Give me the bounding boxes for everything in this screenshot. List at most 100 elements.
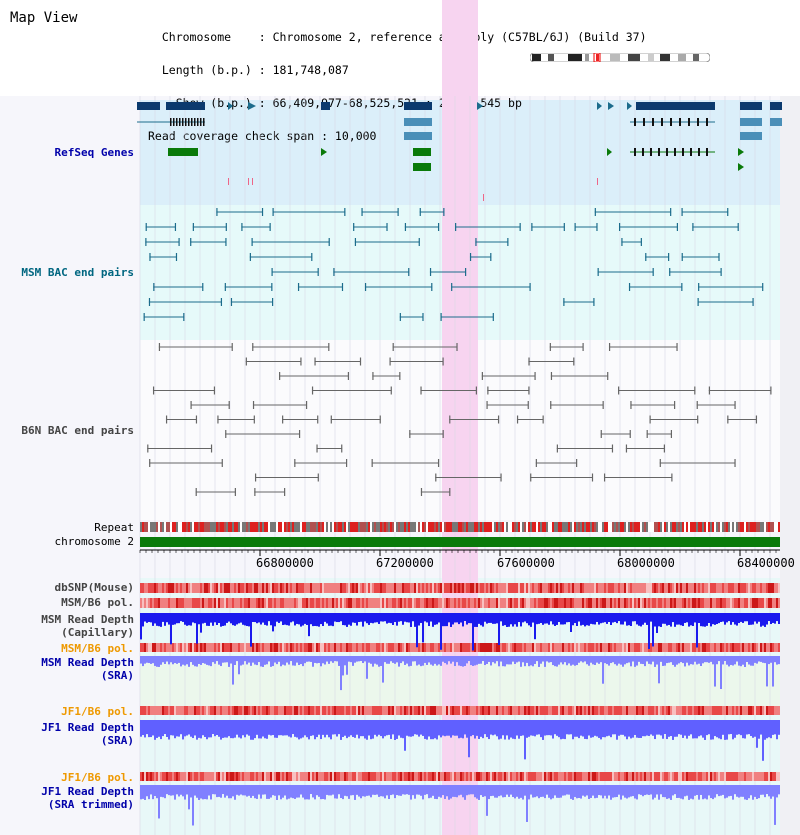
repeat-segment (654, 522, 656, 532)
polymorphism-bin (456, 583, 458, 593)
jf1-sra-depth-bin (246, 720, 248, 735)
polymorphism-bin (392, 772, 394, 781)
msm-sra-depth-bin (754, 656, 756, 663)
msm-sra-depth-bin (720, 656, 722, 689)
repeat-segment (396, 522, 398, 532)
polymorphism-bin (748, 772, 750, 781)
refseq-track-label[interactable]: RefSeq Genes (54, 146, 134, 159)
jf1-trim-depth-bin (406, 785, 408, 795)
polymorphism-bin (442, 706, 444, 715)
msm-sra-depth-bin (648, 656, 650, 664)
b6n-bac-end (576, 459, 578, 467)
polymorphism-bin (722, 772, 724, 781)
polymorphism-bin (644, 772, 646, 781)
msm-capillary-depth-bin (424, 613, 426, 622)
msm-depth-capillary-label[interactable]: MSM Read Depth (41, 613, 134, 626)
polymorphism-bin (612, 706, 614, 715)
msm-capillary-depth-bin (554, 613, 556, 626)
repeat-segment (276, 522, 278, 532)
refseq-exon (173, 118, 175, 126)
polymorphism-bin (284, 643, 286, 652)
msm-capillary-depth-bin (722, 613, 724, 622)
repeat-segment (362, 522, 364, 532)
jf1-trim-depth-bin (710, 785, 712, 799)
polymorphism-bin (642, 772, 644, 781)
polymorphism-bin (694, 706, 696, 715)
polymorphism-bin (450, 643, 452, 652)
polymorphism-bin (730, 706, 732, 715)
polymorphism-bin (432, 706, 434, 715)
polymorphism-bin (226, 706, 228, 715)
polymorphism-bin (676, 643, 678, 652)
polymorphism-bin (194, 706, 196, 715)
polymorphism-bin (588, 772, 590, 781)
jf1-trim-depth-bin (508, 785, 510, 797)
jf1-trim-depth-bin (564, 785, 566, 796)
jf1-b6-pol-label[interactable]: JF1/B6 pol. (61, 705, 134, 718)
polymorphism-bin (440, 772, 442, 781)
polymorphism-bin (286, 598, 288, 608)
repeat-segment (146, 522, 148, 532)
jf1-sra-depth-bin (484, 720, 486, 735)
polymorphism-bin (392, 706, 394, 715)
msm-capillary-depth-bin (230, 613, 232, 624)
msm-b6-pol-sra-label[interactable]: MSM/B6 pol. (61, 642, 134, 655)
msm-capillary-depth-bin (758, 613, 760, 622)
msm-capillary-depth-bin (488, 613, 490, 623)
msm-b6-pol-label[interactable]: MSM/B6 pol. (61, 596, 134, 609)
polymorphism-bin (716, 643, 718, 652)
repeat-track-label[interactable]: Repeat (94, 521, 134, 534)
polymorphism-bin (406, 643, 408, 652)
b6n-bac-end (755, 415, 758, 424)
b6n-bac-end (670, 430, 673, 438)
dbsnp-track-label[interactable]: dbSNP(Mouse) (54, 581, 134, 594)
polymorphism-bin (268, 583, 270, 593)
jf1-trim-depth-bin (224, 785, 226, 798)
polymorphism-bin (558, 598, 560, 608)
polymorphism-bin (614, 706, 616, 715)
polymorphism-bin (360, 598, 362, 608)
msm-sra-depth-bin (584, 656, 586, 662)
polymorphism-bin (490, 583, 492, 593)
b6n-bac-end (300, 357, 302, 366)
jf1-sra-depth-bin (316, 720, 318, 738)
polymorphism-bin (728, 598, 730, 608)
msm-capillary-depth-bin (524, 613, 526, 622)
msm-capillary-depth-bin (458, 613, 460, 625)
b6n-bac-track-label[interactable]: B6N BAC end pairs (21, 424, 134, 437)
polymorphism-bin (228, 772, 230, 781)
jf1-depth-sra-label[interactable]: JF1 Read Depth (41, 721, 134, 734)
msm-capillary-depth-bin (210, 613, 212, 623)
msm-capillary-depth-bin (420, 613, 422, 623)
msm-bac-track-label[interactable]: MSM BAC end pairs (21, 266, 134, 279)
polymorphism-bin (524, 643, 526, 652)
chromosome-ideogram[interactable] (530, 53, 710, 62)
jf1-sra-depth-bin (520, 720, 522, 736)
jf1-sra-depth-bin (172, 720, 174, 736)
polymorphism-bin (372, 583, 374, 593)
msm-depth-sra-label[interactable]: MSM Read Depth (41, 656, 134, 669)
polymorphism-bin (688, 643, 690, 652)
polymorphism-bin (484, 583, 486, 593)
polymorphism-bin (692, 583, 694, 593)
msm-sra-depth-bin (642, 656, 644, 665)
polymorphism-bin (576, 706, 578, 715)
jf1-trim-depth-bin (602, 785, 604, 799)
jf1-b6-pol-trim-label[interactable]: JF1/B6 pol. (61, 771, 134, 784)
polymorphism-bin (400, 598, 402, 608)
jf1-trim-depth-bin (772, 785, 774, 797)
msm-capillary-depth-bin (688, 613, 690, 627)
msm-sra-depth-bin (456, 656, 458, 663)
polymorphism-bin (174, 772, 176, 781)
jf1-depth-trim-label[interactable]: JF1 Read Depth (41, 785, 134, 798)
msm-sra-depth-bin (320, 656, 322, 667)
jf1-sra-depth-bin (170, 720, 172, 736)
msm-bac-end (563, 298, 565, 306)
polymorphism-bin (734, 598, 736, 608)
polymorphism-bin (362, 643, 364, 652)
polymorphism-bin (332, 706, 334, 715)
msm-sra-depth-bin (660, 656, 662, 662)
msm-sra-depth-bin (326, 656, 328, 662)
polymorphism-bin (454, 583, 456, 593)
